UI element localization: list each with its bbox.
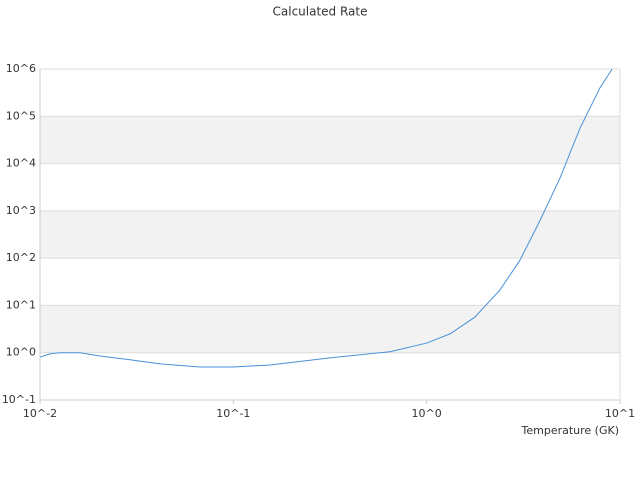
grid-band (40, 116, 620, 164)
x-tick-label: 10^0 (412, 407, 442, 420)
grid-band (40, 210, 620, 259)
grid-band (40, 305, 620, 353)
y-tick-label: 10^2 (6, 251, 36, 264)
x-tick-label: 10^-2 (23, 407, 57, 420)
y-tick-label: 10^4 (6, 157, 36, 170)
y-tick-label: 10^5 (6, 109, 36, 122)
chart-title: Calculated Rate (273, 5, 368, 19)
line (39, 68, 613, 368)
y-tick-label: 10^3 (6, 204, 36, 217)
x-axis-label: Temperature (GK) (521, 424, 620, 437)
x-tick-label: 10^-1 (216, 407, 250, 420)
x-tick-label: 10^1 (605, 407, 635, 420)
y-tick-label: 10^0 (6, 346, 36, 359)
y-tick-label: 10^6 (6, 62, 36, 75)
y-tick-label: 10^1 (6, 298, 36, 311)
y-tick-label: 10^-1 (2, 393, 36, 406)
